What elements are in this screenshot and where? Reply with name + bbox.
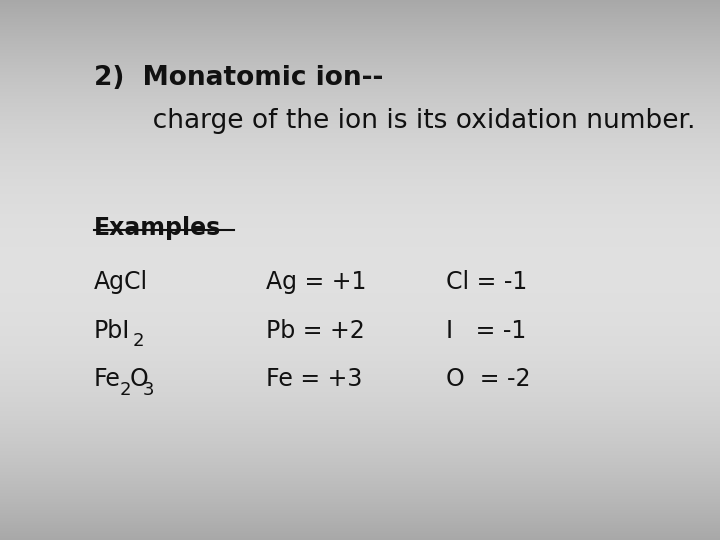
Text: Examples: Examples (94, 216, 221, 240)
Text: Cl = -1: Cl = -1 (446, 270, 528, 294)
Text: Fe = +3: Fe = +3 (266, 367, 363, 391)
Text: Fe: Fe (94, 367, 120, 391)
Text: Pb = +2: Pb = +2 (266, 319, 365, 342)
Text: I   = -1: I = -1 (446, 319, 526, 342)
Text: charge of the ion is its oxidation number.: charge of the ion is its oxidation numbe… (94, 108, 695, 134)
Text: PbI: PbI (94, 319, 130, 342)
Text: AgCl: AgCl (94, 270, 148, 294)
Text: Ag = +1: Ag = +1 (266, 270, 366, 294)
Text: O  = -2: O = -2 (446, 367, 531, 391)
Text: O: O (130, 367, 148, 391)
Text: 3: 3 (142, 381, 153, 399)
Text: 2)  Monatomic ion--: 2) Monatomic ion-- (94, 65, 383, 91)
Text: 2: 2 (120, 381, 131, 399)
Text: 2: 2 (132, 332, 144, 350)
